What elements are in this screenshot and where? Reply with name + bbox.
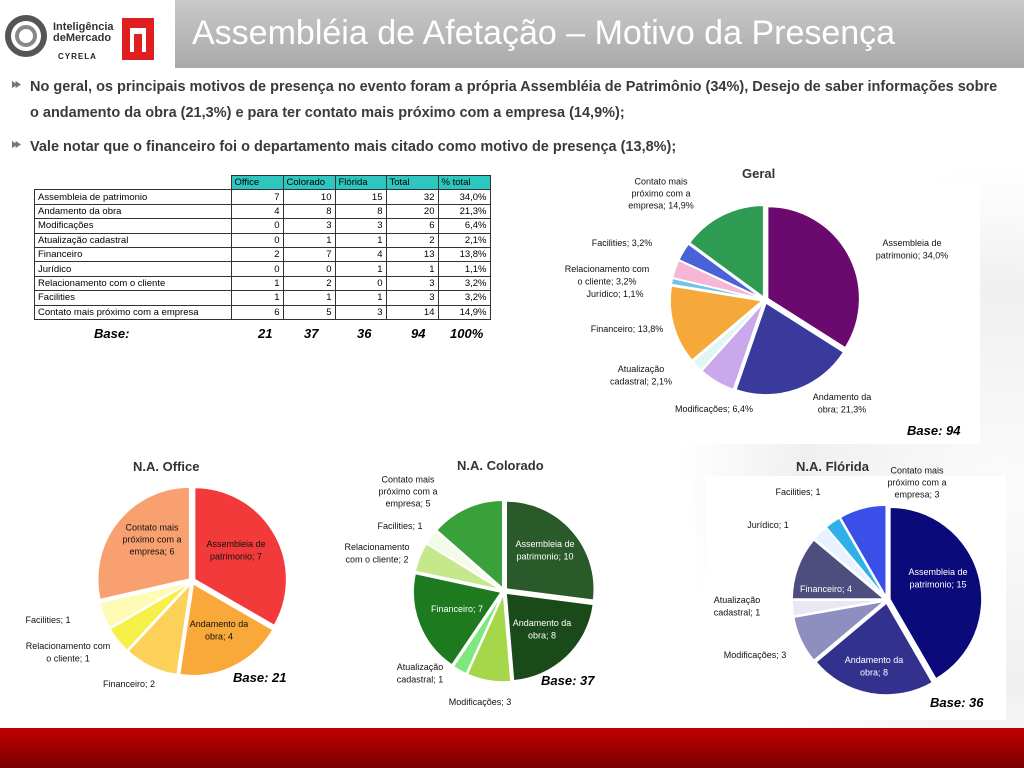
pie-slice bbox=[414, 542, 502, 591]
pie-slice-label: Financeiro; 2 bbox=[103, 679, 155, 689]
table-base-label: Base: bbox=[94, 326, 130, 341]
pie-1: Assembleia de patrimonio; 7 Andamento da ob… bbox=[25, 486, 288, 689]
pie-slice bbox=[791, 599, 885, 618]
pie-0: Assembleia de patrimonio; 34,0% Andamento … bbox=[565, 176, 949, 414]
pie-slice bbox=[412, 572, 503, 667]
pie-slice bbox=[425, 530, 503, 590]
pie-slice bbox=[889, 506, 983, 680]
logo-text: Inteligência deMercado bbox=[53, 21, 114, 44]
pie-slice-label: Facilities; 1 bbox=[775, 487, 820, 497]
pie-slice bbox=[98, 581, 190, 630]
table-row: Facilities 1 1 1 3 3,2% bbox=[34, 290, 491, 306]
pie-slice-label: Modificações; 3 bbox=[724, 650, 787, 660]
table-header-row: Office Colorado Flórida Total % total bbox=[35, 174, 491, 191]
pie-slice-label: Jurídico; 1 bbox=[747, 520, 789, 530]
chart-title-florida: N.A. Flórida bbox=[796, 459, 869, 474]
pie-slice-label: Modificações; 3 bbox=[449, 697, 512, 707]
base-colorado: Base: 37 bbox=[541, 673, 595, 688]
pie-slice bbox=[127, 581, 192, 676]
pie-slice bbox=[825, 516, 886, 599]
pie-slice bbox=[792, 600, 887, 662]
base-florida: Base: 36 bbox=[930, 695, 984, 710]
pie-slice-label: Facilities; 3,2% bbox=[592, 238, 653, 248]
pie-slice bbox=[452, 593, 504, 675]
pie-slice-label: Jurídico; 1,1% bbox=[586, 289, 643, 299]
pie-slice bbox=[96, 486, 191, 601]
pie-slice-label: Contato mais próximo com a empresa; 5 bbox=[378, 474, 437, 508]
pie-slice-label: Contato mais próximo com a empresa; 6 bbox=[122, 522, 181, 556]
table-cell: 14,9% bbox=[437, 304, 491, 320]
pie-slice-label: Facilities; 1 bbox=[377, 521, 422, 531]
table-cell: 14 bbox=[385, 304, 439, 320]
pie-slice bbox=[669, 284, 764, 362]
pie-slice-label: Relacionamento com o cliente; 3,2% bbox=[565, 264, 650, 286]
pie-slice-label: Assembleia de patrimonio; 7 bbox=[206, 539, 265, 561]
data-table: Office Colorado Flórida Total % total As… bbox=[34, 174, 491, 320]
table-base-florida: 36 bbox=[357, 326, 372, 341]
pie-slice-label: Relacionamento com o cliente; 1 bbox=[26, 641, 111, 663]
pie-slice-label: Assembleia de patrimonio; 15 bbox=[908, 567, 967, 589]
pie-slice-label: Atualização cadastral; 2,1% bbox=[610, 364, 672, 386]
pie-slice bbox=[193, 486, 288, 627]
cyrela-building-icon bbox=[122, 18, 154, 60]
bullet-2: Vale notar que o financeiro foi o depart… bbox=[12, 134, 1004, 160]
table-base-office: 21 bbox=[258, 326, 273, 341]
pie-slice-label: Facilities; 1 bbox=[25, 615, 70, 625]
pie-slice-label: Contato mais próximo com a empresa; 3 bbox=[887, 465, 946, 499]
pie-slice-label: Atualização cadastral; 1 bbox=[397, 662, 444, 684]
logo-swirl-icon bbox=[5, 15, 47, 57]
chart-title-colorado: N.A. Colorado bbox=[457, 458, 544, 473]
pie-slice bbox=[505, 592, 595, 682]
logo-area: Inteligência deMercado CYRELA bbox=[0, 0, 175, 68]
table-base-colorado: 37 bbox=[304, 326, 319, 341]
pie-slice-label: Andamento da obra; 21,3% bbox=[813, 392, 872, 414]
bullet-arrow-icon bbox=[12, 80, 21, 89]
pie-slice bbox=[691, 301, 764, 372]
pie-slice bbox=[178, 582, 275, 677]
pie-slice bbox=[766, 205, 861, 349]
pie-slice-label: Atualização cadastral; 1 bbox=[714, 595, 761, 617]
pie-slice bbox=[677, 242, 763, 300]
pie-slice-label: Andamento da obra; 4 bbox=[190, 619, 249, 641]
pie-slice-label: Relacionamento com o cliente; 2 bbox=[344, 542, 409, 564]
pie-slice bbox=[688, 204, 765, 299]
footer-bar bbox=[0, 728, 1024, 768]
pie-slice-label: Modificações; 6,4% bbox=[675, 404, 753, 414]
table-row: Contato mais próximo com a empresa 6 5 3 14 1… bbox=[34, 304, 491, 320]
logo-brand: CYRELA bbox=[58, 52, 97, 61]
base-office: Base: 21 bbox=[233, 670, 287, 685]
pie-3: Assembleia de patrimonio; 15 Andamento da o… bbox=[714, 465, 983, 696]
pie-slice-label: Andamento da obra; 8 bbox=[845, 655, 904, 677]
table-base-total: 94 bbox=[411, 326, 426, 341]
pie-slice-label: Financeiro; 7 bbox=[431, 604, 483, 614]
pie-slice-label: Andamento da obra; 8 bbox=[513, 618, 572, 640]
pie-slice bbox=[839, 504, 887, 600]
pie-slice-label: Assembleia de patrimonio; 10 bbox=[515, 539, 574, 561]
table-cell: 6 bbox=[230, 304, 284, 320]
pie-slice-label: Assembleia de patrimonio; 34,0% bbox=[876, 238, 949, 260]
pie-slice bbox=[108, 582, 191, 652]
pie-slice-label: Contato mais próximo com a empresa; 14,9% bbox=[628, 176, 694, 210]
pie-2: Assembleia de patrimonio; 10 Andamento da o… bbox=[344, 474, 595, 707]
chart-title-office: N.A. Office bbox=[133, 459, 200, 474]
bullet-1: No geral, os principais motivos de prese… bbox=[12, 74, 1004, 126]
pie-slice bbox=[466, 591, 512, 683]
chart-title-geral: Geral bbox=[742, 166, 776, 181]
table-row: Jurídico 0 0 1 1 1,1% bbox=[34, 261, 491, 277]
pie-slice bbox=[791, 538, 887, 600]
table-row: Relacionamento com o cliente 1 2 0 3 3,2% bbox=[34, 275, 491, 292]
pie-slice-label: Financeiro; 13,8% bbox=[591, 324, 664, 334]
bullet-arrow-icon bbox=[12, 140, 21, 149]
pie-slice bbox=[435, 499, 504, 590]
pie-slice-label: Financeiro; 4 bbox=[800, 584, 852, 594]
pie-slice bbox=[700, 302, 765, 391]
table-base-percent: 100% bbox=[450, 326, 484, 341]
base-geral: Base: 94 bbox=[907, 423, 961, 438]
pie-slice bbox=[734, 301, 845, 396]
pie-slice bbox=[505, 500, 595, 602]
pie-slice bbox=[814, 601, 934, 696]
page-title: Assembléia de Afetação – Motivo da Prese… bbox=[192, 14, 896, 52]
